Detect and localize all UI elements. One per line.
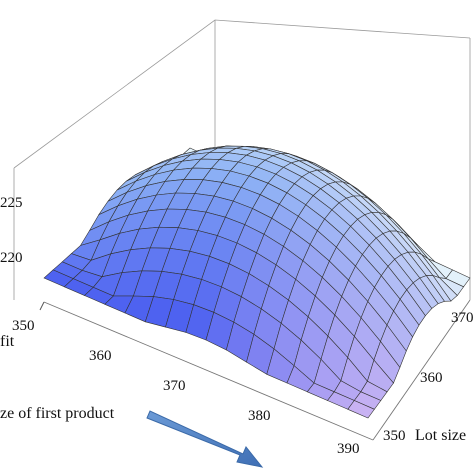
z-tick-label: 225 xyxy=(0,195,23,211)
x-tick-label: 370 xyxy=(163,378,186,394)
box-edge-back-top xyxy=(13,19,471,169)
x-axis: 350 360 370 380 390 ze of first product xyxy=(0,301,360,457)
surface-cell xyxy=(347,400,375,419)
z-tick-label: 220 xyxy=(0,250,23,266)
x-tick-label: 360 xyxy=(89,348,112,364)
direction-arrow xyxy=(146,410,264,468)
bounding-box-back xyxy=(13,19,471,300)
x-tick-label: 380 xyxy=(248,408,271,424)
y-tick-label: 370 xyxy=(451,310,474,326)
bounding-box-front xyxy=(43,299,471,441)
x-tick-label: 390 xyxy=(337,441,360,457)
y-tick-label: 350 xyxy=(383,428,406,444)
z-axis: 225 220 fit xyxy=(0,195,23,350)
x-tick-label: 350 xyxy=(12,318,35,334)
surface-mesh xyxy=(43,145,471,419)
y-axis: 350 360 370 Lot size xyxy=(383,310,474,444)
box-edge-front-bottom xyxy=(43,301,374,441)
x-tick-mark xyxy=(39,301,45,311)
y-tick-label: 360 xyxy=(420,370,443,386)
x-axis-label: ze of first product xyxy=(0,405,115,422)
box-edge-right-bottom xyxy=(372,299,471,441)
y-axis-label: Lot size xyxy=(415,427,466,444)
z-axis-label: fit xyxy=(0,333,15,350)
